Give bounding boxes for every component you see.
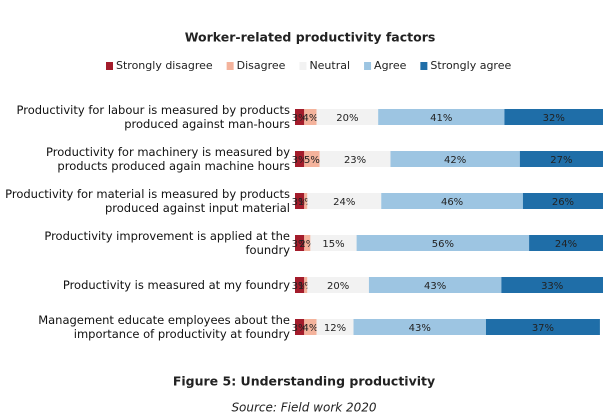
bar-segment <box>295 277 305 293</box>
legend-swatch <box>364 62 372 70</box>
bar-segment <box>368 277 502 293</box>
value-label: 24% <box>555 239 577 250</box>
value-label: 3% <box>292 197 308 208</box>
value-label: 37% <box>532 323 554 334</box>
value-label: 41% <box>430 113 452 124</box>
bar-segment <box>529 235 603 251</box>
value-label: 4% <box>302 113 318 124</box>
bar-segment <box>304 193 308 209</box>
legend-swatch <box>226 62 234 70</box>
bar-segment <box>485 319 600 335</box>
bar-segment <box>316 319 354 335</box>
value-label: 1% <box>298 197 314 208</box>
value-label: 20% <box>327 281 349 292</box>
value-label: 42% <box>444 155 466 166</box>
value-label: 3% <box>292 323 308 334</box>
value-label: 32% <box>543 113 565 124</box>
bar-segment <box>295 319 305 335</box>
value-label: 43% <box>424 281 446 292</box>
value-label: 56% <box>432 239 454 250</box>
bar-segment <box>304 235 311 251</box>
legend-swatch <box>106 62 113 70</box>
bar-segment <box>307 193 382 209</box>
value-label: 3% <box>292 113 308 124</box>
category-label: Productivity for material is measured by… <box>5 187 290 215</box>
legend-swatch <box>420 62 428 70</box>
chart-title: Worker-related productivity factors <box>185 30 436 45</box>
bar-segment <box>316 109 379 125</box>
bar-segment <box>310 235 357 251</box>
bar-segment <box>356 235 530 251</box>
bar-segment <box>353 319 486 335</box>
value-label: 15% <box>322 239 344 250</box>
value-label: 43% <box>409 323 431 334</box>
bar-segment <box>390 151 520 167</box>
value-label: 24% <box>333 197 355 208</box>
source: Source: Field work 2020 <box>231 401 376 415</box>
value-label: 3% <box>292 281 308 292</box>
bar-segment <box>319 151 391 167</box>
value-label: 3% <box>292 155 308 166</box>
category-label: Productivity is measured at my foundry <box>62 278 290 292</box>
value-label: 20% <box>336 113 358 124</box>
bar-segment <box>519 151 603 167</box>
value-label: 5% <box>304 155 320 166</box>
category-label: Management educate employees about the i… <box>38 313 290 341</box>
value-label: 23% <box>344 155 366 166</box>
category-label: Productivity improvement is applied at t… <box>44 229 290 257</box>
bar-segment <box>295 235 305 251</box>
bar-segment <box>304 109 317 125</box>
bar-segment <box>295 151 305 167</box>
value-label: 1% <box>298 281 314 292</box>
value-label: 4% <box>302 323 318 334</box>
legend-label: Disagree <box>237 59 286 72</box>
legend-label: Agree <box>374 59 407 72</box>
bar-segment <box>295 109 305 125</box>
caption: Figure 5: Understanding productivity <box>173 374 435 389</box>
category-label: Productivity for machinery is measured b… <box>46 145 290 173</box>
legend-label: Strongly agree <box>430 59 511 72</box>
value-label: 27% <box>550 155 572 166</box>
value-label: 46% <box>441 197 463 208</box>
legend-label: Neutral <box>309 59 350 72</box>
bar-segment <box>295 193 305 209</box>
bar-segment <box>501 277 603 293</box>
bar-segment <box>304 319 317 335</box>
category-label: Productivity for labour is measured by p… <box>16 103 290 131</box>
bar-segment <box>307 277 369 293</box>
bar-segment <box>504 109 603 125</box>
legend-swatch <box>299 62 307 70</box>
bar-segment <box>378 109 505 125</box>
value-label: 33% <box>541 281 563 292</box>
bar-segment <box>304 151 320 167</box>
bar-segment <box>304 277 308 293</box>
legend-label: Strongly disagree <box>116 59 213 72</box>
value-label: 26% <box>552 197 574 208</box>
bar-segment <box>522 193 603 209</box>
bar-segment <box>381 193 523 209</box>
value-label: 3% <box>292 239 308 250</box>
value-label: 12% <box>324 323 346 334</box>
value-label: 2% <box>299 239 315 250</box>
